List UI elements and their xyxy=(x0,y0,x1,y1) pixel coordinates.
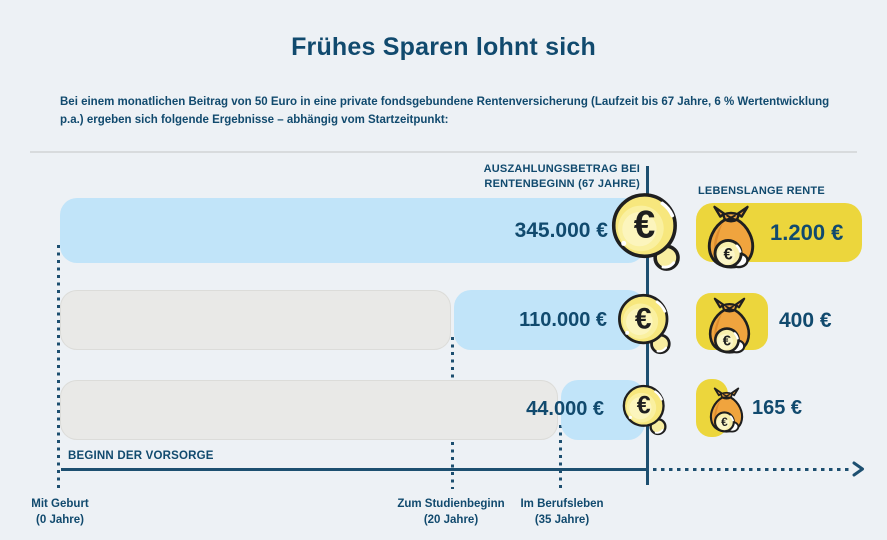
bar-row1-savings-period xyxy=(60,198,645,263)
money-bag-icon xyxy=(709,387,744,433)
tick-study-line-2: (20 Jahre) xyxy=(423,514,479,526)
payout-value-row1: 345.000 € xyxy=(514,219,608,242)
payout-header-line-1: AUSZAHLUNGSBETRAG BEI xyxy=(483,163,640,175)
tick-career-line-1: Im Berufsleben xyxy=(520,498,604,510)
dotted-line-career xyxy=(559,425,562,489)
page-title: Frühes Sparen lohnt sich xyxy=(291,33,596,61)
tick-study-line-1: Zum Studienbeginn xyxy=(397,498,505,510)
tick-birth-line-1: Mit Geburt xyxy=(31,498,89,510)
tick-career-line-2: (35 Jahre) xyxy=(534,514,590,526)
pension-column-header: LEBENSLANGE RENTE xyxy=(698,185,825,197)
tick-label-career: Im Berufsleben (35 Jahre) xyxy=(502,496,622,528)
divider-line xyxy=(30,151,857,153)
tick-birth-line-2: (0 Jahre) xyxy=(36,514,84,526)
payout-column-header: AUSZAHLUNGSBETRAG BEI RENTENBEGINN (67 J… xyxy=(484,162,640,192)
subtitle-line-1: Bei einem monatlichen Beitrag von 50 Eur… xyxy=(60,96,830,108)
pension-value-row3: 165 € xyxy=(752,397,803,419)
arrow-right-icon xyxy=(852,461,864,477)
tick-label-study: Zum Studienbeginn (20 Jahre) xyxy=(381,496,521,528)
euro-coin-icon xyxy=(611,193,680,271)
payout-value-row3: 44.000 € xyxy=(526,398,604,420)
dotted-line-birth xyxy=(57,245,60,489)
timeline-axis-dotted xyxy=(653,468,849,471)
payout-value-row2: 110.000 € xyxy=(519,309,607,331)
subtitle-line-2: p.a.) ergeben sich folgende Ergebnisse –… xyxy=(60,114,449,126)
bar-row2-missed-period xyxy=(60,290,451,350)
bar-row2-savings-period xyxy=(454,290,645,350)
timeline-axis-solid xyxy=(61,468,647,471)
bar-row3-missed-period xyxy=(60,380,558,440)
pension-value-row1: 1.200 € xyxy=(770,220,844,245)
pension-value-row2: 400 € xyxy=(779,309,832,332)
tick-label-birth: Mit Geburt (0 Jahre) xyxy=(10,496,110,528)
axis-label: BEGINN DER VORSORGE xyxy=(68,450,214,462)
money-bag-icon xyxy=(707,205,755,269)
euro-coin-icon xyxy=(618,293,671,355)
euro-coin-icon xyxy=(622,384,667,436)
money-bag-icon xyxy=(708,297,751,354)
subtitle: Bei einem monatlichen Beitrag von 50 Eur… xyxy=(60,93,860,129)
payout-header-line-2: RENTENBEGINN (67 JAHRE) xyxy=(484,178,640,190)
